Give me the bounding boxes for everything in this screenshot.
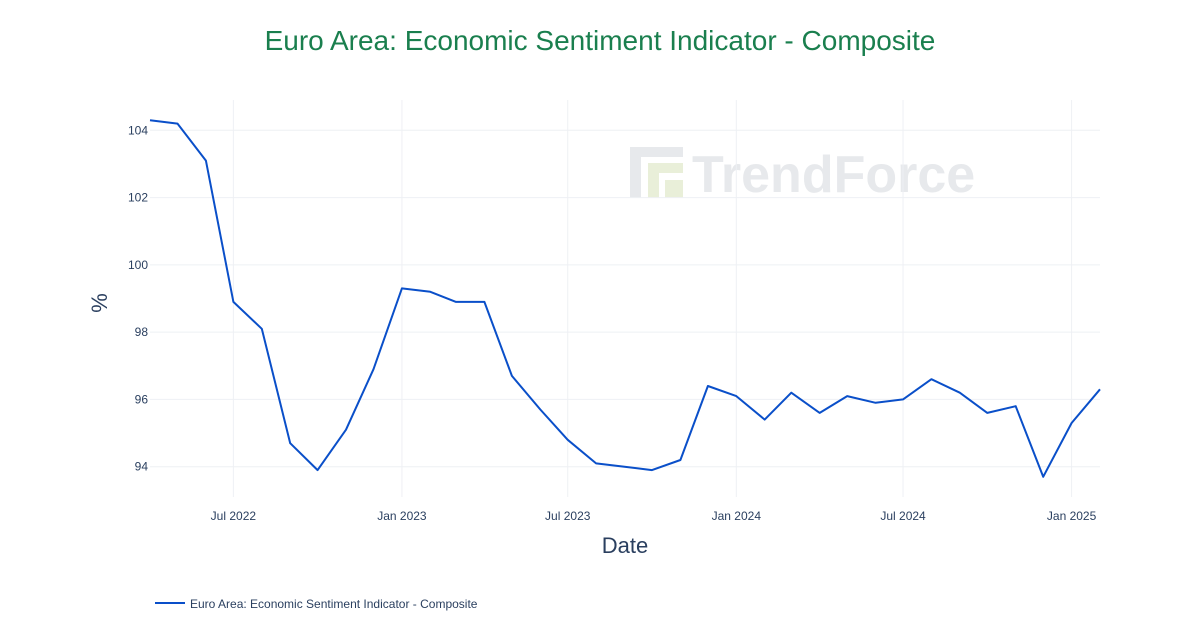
data-point[interactable] [1039, 473, 1047, 481]
y-tick-label: 104 [128, 123, 148, 137]
data-point[interactable] [676, 456, 684, 464]
series-line[interactable] [149, 119, 1101, 478]
data-point[interactable] [536, 406, 544, 414]
data-point[interactable] [899, 395, 907, 403]
data-point[interactable] [927, 375, 935, 383]
y-tick-label: 102 [128, 191, 148, 205]
data-point[interactable] [648, 466, 656, 474]
data-point[interactable] [398, 284, 406, 292]
data-point[interactable] [704, 382, 712, 390]
data-point[interactable] [370, 365, 378, 373]
y-tick-label: 98 [135, 325, 149, 339]
x-tick-label: Jul 2023 [545, 509, 591, 523]
data-point[interactable] [452, 298, 460, 306]
grid [150, 100, 1100, 497]
y-tick-label: 96 [135, 392, 149, 406]
data-point[interactable] [621, 463, 629, 471]
data-point[interactable] [732, 392, 740, 400]
data-point[interactable] [202, 157, 210, 165]
data-point[interactable] [508, 372, 516, 380]
data-point[interactable] [1068, 419, 1076, 427]
data-point[interactable] [872, 399, 880, 407]
x-tick-label: Jul 2022 [211, 509, 257, 523]
data-point[interactable] [843, 392, 851, 400]
chart-title: Euro Area: Economic Sentiment Indicator … [265, 25, 936, 56]
x-tick-label: Jan 2024 [712, 509, 762, 523]
y-tick-label: 100 [128, 258, 148, 272]
data-point[interactable] [761, 416, 769, 424]
x-tick-label: Jan 2023 [377, 509, 427, 523]
data-point[interactable] [956, 389, 964, 397]
trendforce-logo-icon [630, 147, 683, 198]
data-point[interactable] [426, 288, 434, 296]
data-point[interactable] [983, 409, 991, 417]
data-point[interactable] [173, 120, 181, 128]
data-point[interactable] [480, 298, 488, 306]
data-point[interactable] [564, 436, 572, 444]
legend[interactable]: Euro Area: Economic Sentiment Indicator … [155, 597, 478, 611]
data-point[interactable] [787, 389, 795, 397]
data-point[interactable] [229, 298, 237, 306]
data-point[interactable] [342, 426, 350, 434]
x-axis-title: Date [602, 533, 648, 558]
watermark-text: TrendForce [692, 146, 975, 204]
data-point[interactable] [1012, 402, 1020, 410]
x-tick-label: Jul 2024 [880, 509, 926, 523]
x-axis: Jul 2022 Jan 2023 Jul 2023 Jan 2024 Jul 2024… [211, 509, 1097, 523]
data-point[interactable] [286, 439, 294, 447]
data-point[interactable] [314, 466, 322, 474]
y-tick-label: 94 [135, 460, 149, 474]
trendforce-watermark: TrendForce [630, 146, 975, 204]
data-point[interactable] [592, 459, 600, 467]
data-point[interactable] [258, 325, 266, 333]
plot-area [149, 119, 1104, 481]
y-axis: 94 96 98 100 102 104 [128, 123, 148, 473]
y-axis-title: % [87, 293, 112, 313]
legend-label: Euro Area: Economic Sentiment Indicator … [190, 597, 478, 611]
data-point[interactable] [1096, 385, 1104, 393]
data-point[interactable] [816, 409, 824, 417]
x-tick-label: Jan 2025 [1047, 509, 1097, 523]
